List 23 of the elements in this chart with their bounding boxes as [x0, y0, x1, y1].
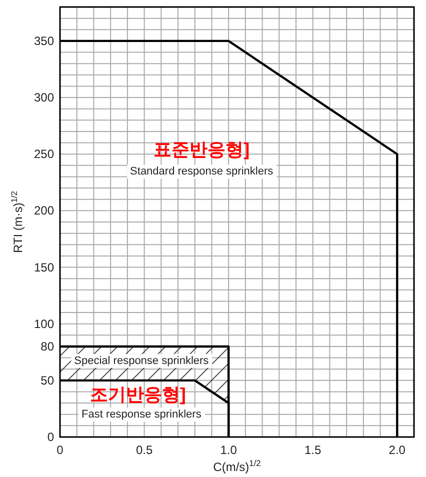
- x-tick-label: 0: [56, 443, 64, 457]
- annotation: Standard response sprinklers: [130, 166, 274, 178]
- x-tick-label: 0.5: [136, 443, 153, 457]
- y-tick-label: 100: [34, 316, 54, 331]
- annotation: 조기반응형]: [90, 384, 186, 404]
- y-tick-label: 300: [34, 90, 54, 105]
- x-tick-label: 1.5: [304, 443, 322, 457]
- y-tick-label: 80: [40, 339, 54, 354]
- x-tick-label: 1.0: [220, 443, 238, 457]
- y-tick-label: 250: [34, 147, 54, 162]
- x-axis-title: C(m/s)$^{1/2}$: [213, 458, 262, 474]
- annotation: Fast response sprinklers: [82, 408, 202, 421]
- y-tick-label: 150: [34, 260, 54, 274]
- annotation: Special response sprinklers: [74, 354, 210, 367]
- annotation: 표준반응형]: [154, 139, 250, 160]
- annotation: Fast response sprinklers: [78, 408, 205, 422]
- annotation: Standard response sprinklers: [127, 164, 277, 179]
- y-tick-label: 50: [40, 373, 54, 388]
- y-tick-label: 350: [34, 34, 54, 48]
- y-tick-label: 0: [47, 430, 54, 444]
- annotation: Special response sprinklers: [71, 354, 212, 368]
- y-tick-label: 200: [34, 204, 54, 218]
- x-tick-label: 2.0: [388, 443, 406, 457]
